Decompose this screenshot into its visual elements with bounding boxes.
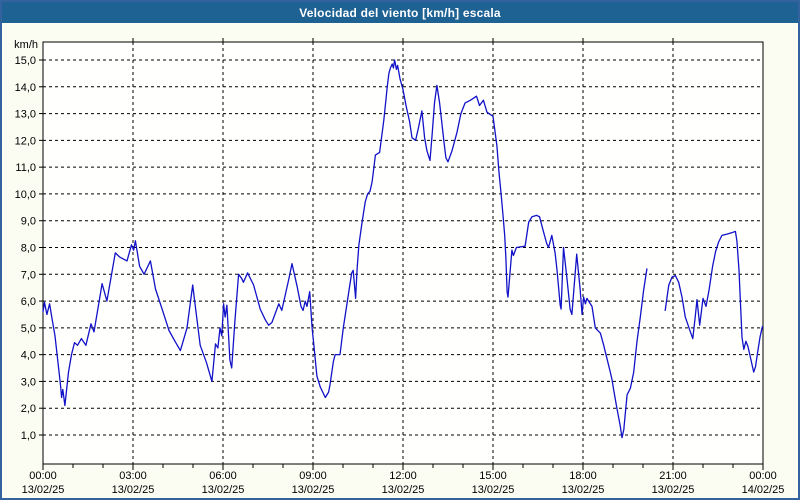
x-tick-date-label: 13/02/25 [472, 484, 515, 496]
y-tick-label: 8,0 [21, 243, 36, 255]
x-tick-date-label: 13/02/25 [652, 484, 695, 496]
x-tick-time-label: 18:00 [569, 470, 597, 482]
y-tick-label: 10,0 [15, 189, 36, 201]
y-tick-label: 11,0 [15, 162, 36, 174]
x-tick-date-label: 13/02/25 [112, 484, 155, 496]
x-tick-time-label: 06:00 [209, 470, 237, 482]
y-tick-label: 14,0 [15, 82, 36, 94]
y-tick-label: 2,0 [21, 403, 36, 415]
y-tick-label: 1,0 [21, 430, 36, 442]
y-tick-label: 3,0 [21, 376, 36, 388]
wind-speed-line [42, 59, 648, 439]
x-tick-time-label: 00:00 [749, 470, 777, 482]
y-tick-label: 5,0 [21, 323, 36, 335]
wind-speed-line [664, 230, 764, 373]
y-tick-label: 4,0 [21, 350, 36, 362]
x-tick-date-label: 13/02/25 [292, 484, 335, 496]
x-tick-time-label: 21:00 [659, 470, 687, 482]
x-tick-date-label: 13/02/25 [382, 484, 425, 496]
x-tick-date-label: 13/02/25 [202, 484, 245, 496]
x-tick-time-label: 15:00 [479, 470, 507, 482]
x-tick-time-label: 09:00 [299, 470, 327, 482]
y-tick-label: 6,0 [21, 296, 36, 308]
x-tick-time-label: 03:00 [119, 470, 147, 482]
x-tick-time-label: 00:00 [29, 470, 57, 482]
x-tick-date-label: 14/02/25 [742, 484, 785, 496]
title-bar: Velocidad del viento [km/h] escala [2, 2, 798, 23]
x-tick-time-label: 12:00 [389, 470, 417, 482]
y-axis-unit-label: km/h [14, 39, 38, 51]
plot-border [42, 41, 764, 465]
y-tick-label: 12,0 [15, 135, 36, 147]
x-tick-date-label: 13/02/25 [562, 484, 605, 496]
y-tick-label: 13,0 [15, 109, 36, 121]
y-tick-label: 7,0 [21, 269, 36, 281]
chart-title: Velocidad del viento [km/h] escala [299, 5, 501, 20]
y-tick-label: 9,0 [21, 216, 36, 228]
y-tick-label: 15,0 [15, 55, 36, 67]
x-tick-date-label: 13/02/25 [22, 484, 65, 496]
